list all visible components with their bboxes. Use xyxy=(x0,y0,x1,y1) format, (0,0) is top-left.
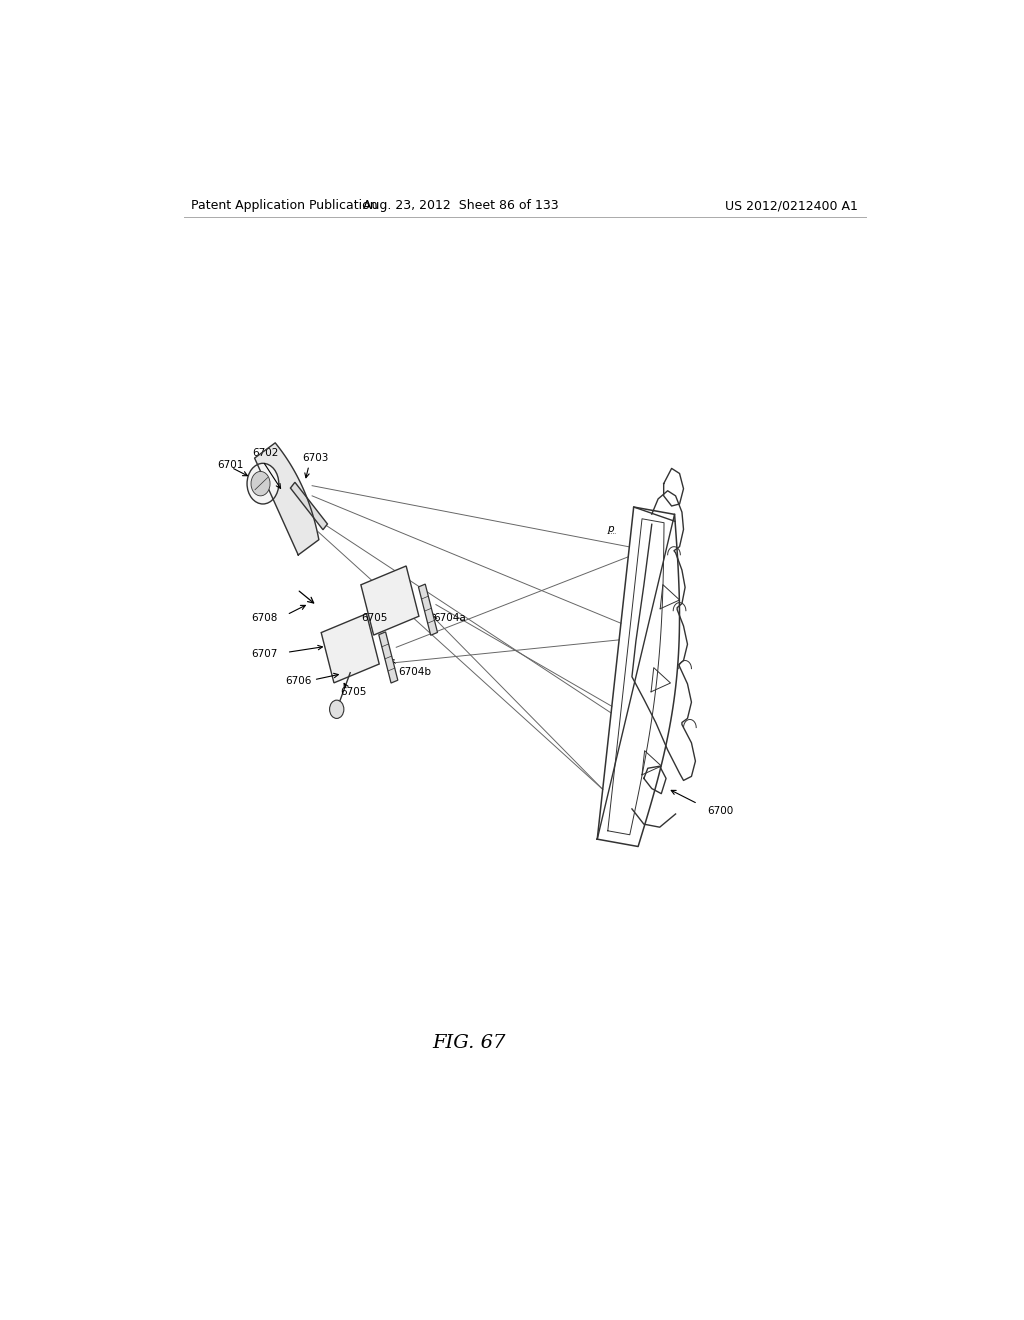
Polygon shape xyxy=(291,482,328,529)
Text: FIG. 67: FIG. 67 xyxy=(432,1034,506,1052)
Polygon shape xyxy=(379,632,398,682)
Circle shape xyxy=(330,700,344,718)
Text: Aug. 23, 2012  Sheet 86 of 133: Aug. 23, 2012 Sheet 86 of 133 xyxy=(364,199,559,213)
Text: 6705: 6705 xyxy=(360,612,387,623)
Text: 6707: 6707 xyxy=(251,649,278,660)
Text: 6708: 6708 xyxy=(251,612,278,623)
Text: 6703: 6703 xyxy=(303,453,329,463)
Circle shape xyxy=(247,463,279,504)
Text: p: p xyxy=(607,524,614,535)
Polygon shape xyxy=(360,566,419,635)
Text: 6700: 6700 xyxy=(708,807,733,816)
Text: 6701: 6701 xyxy=(217,461,244,470)
Polygon shape xyxy=(322,614,379,682)
Text: 6705: 6705 xyxy=(341,686,367,697)
Text: 6704b: 6704b xyxy=(397,667,431,677)
Text: 6704a: 6704a xyxy=(433,612,466,623)
Text: 6702: 6702 xyxy=(253,449,279,458)
Text: US 2012/0212400 A1: US 2012/0212400 A1 xyxy=(725,199,858,213)
Polygon shape xyxy=(255,442,318,554)
Polygon shape xyxy=(419,585,437,635)
Text: Patent Application Publication: Patent Application Publication xyxy=(191,199,378,213)
Text: 6706: 6706 xyxy=(286,676,312,686)
Circle shape xyxy=(251,471,270,496)
